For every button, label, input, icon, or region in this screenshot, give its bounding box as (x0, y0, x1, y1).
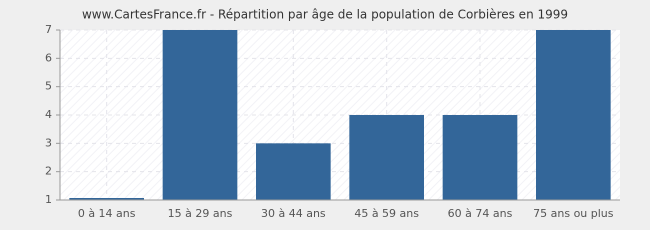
chart-title: www.CartesFrance.fr - Répartition par âg… (82, 8, 568, 22)
bar (69, 198, 144, 200)
bar (162, 30, 238, 200)
x-tick-label: 60 à 74 ans (448, 207, 513, 220)
y-tick-label: 7 (45, 23, 52, 36)
x-tick-label: 0 à 14 ans (78, 207, 136, 220)
y-tick-label: 5 (45, 80, 52, 93)
bar (256, 143, 331, 200)
bar (536, 30, 611, 200)
y-tick-label: 3 (45, 136, 52, 149)
y-tick-label: 4 (45, 108, 52, 121)
y-tick-label: 1 (45, 193, 52, 206)
x-tick-label: 45 à 59 ans (354, 207, 419, 220)
bar (349, 115, 424, 200)
bar (442, 115, 518, 200)
y-tick-label: 6 (45, 51, 52, 64)
x-tick-label: 15 à 29 ans (168, 207, 233, 220)
chart: www.CartesFrance.fr - Répartition par âg… (0, 0, 650, 230)
x-tick-label: 30 à 44 ans (261, 207, 326, 220)
y-tick-label: 2 (45, 165, 52, 178)
x-tick-label: 75 ans ou plus (533, 207, 614, 220)
